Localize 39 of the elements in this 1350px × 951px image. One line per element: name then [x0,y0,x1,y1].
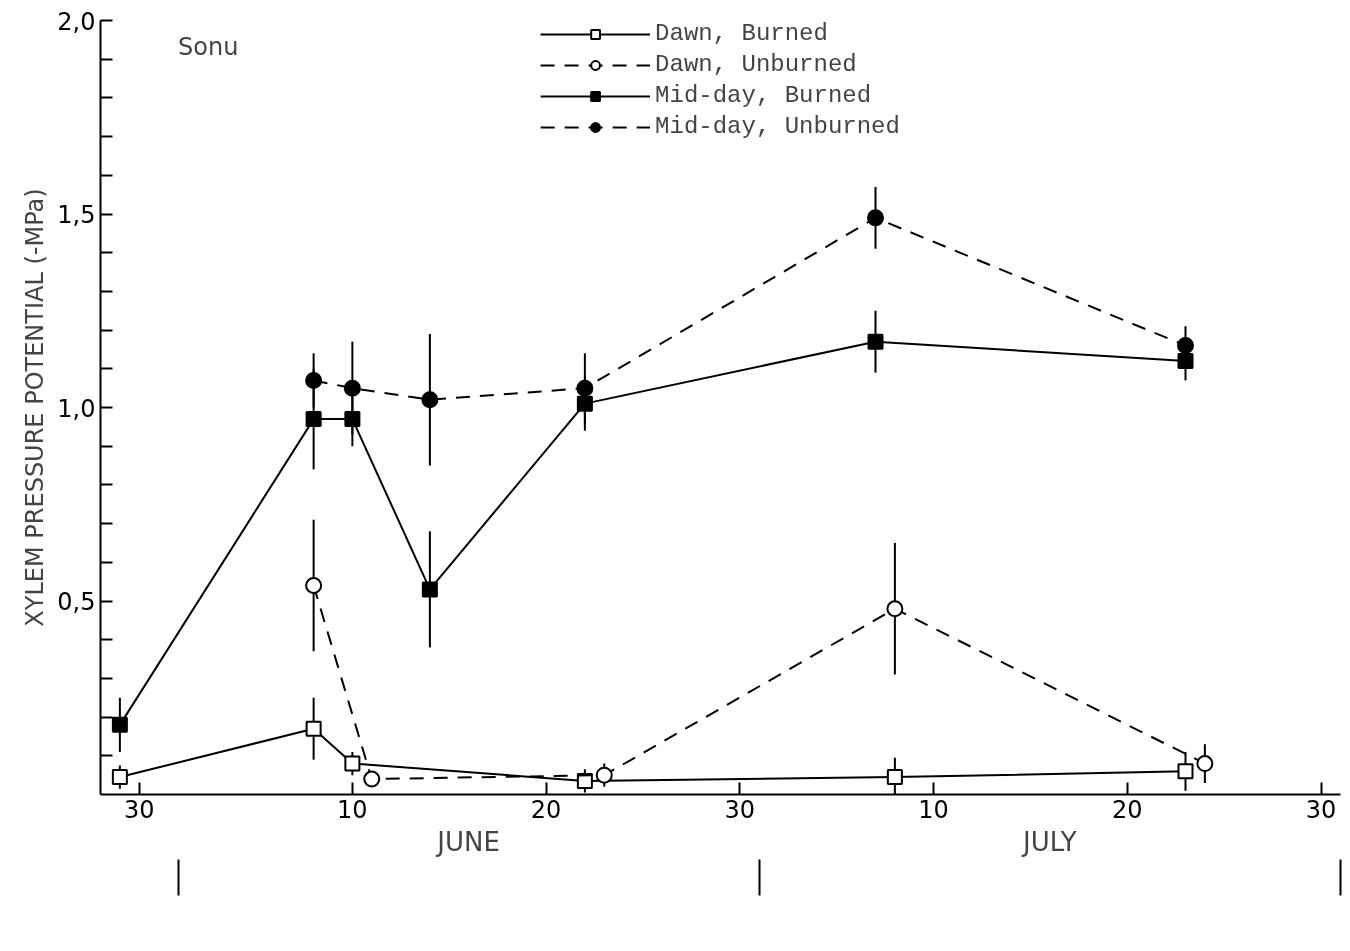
point [111,769,128,786]
x-tick-label: 20 [1112,795,1143,824]
point [305,720,322,737]
point [344,755,361,772]
point [305,371,323,389]
y-tick-label: 1,0 [57,394,96,423]
point [111,716,128,733]
legend-label: Dawn, Unburned [655,51,857,78]
x-tick-label: 30 [724,795,756,824]
point [363,770,381,788]
y-tick-label: 0,5 [57,588,96,616]
point [1177,337,1194,355]
legend-label: Mid-day, Unburned [655,113,900,140]
x-tick-label: 30 [1305,795,1337,824]
x-tick-label: 30 [123,795,155,824]
point [305,411,322,428]
text: JUNE [435,826,500,857]
x-tick-label: 10 [337,795,368,824]
point [343,379,361,397]
point [867,333,884,350]
point [421,581,438,598]
point [886,600,904,618]
point [595,766,613,784]
point [886,769,903,786]
legend-label: Dawn, Burned [655,20,828,47]
point [305,577,323,595]
x-tick-label: 10 [918,795,949,824]
point [1196,755,1214,773]
point [421,391,439,409]
y-tick-label: 2,0 [57,7,96,36]
y-tick-label: 1,5 [57,201,96,229]
point [1177,763,1194,780]
point [867,209,884,227]
legend-label: Mid-day, Burned [655,82,872,109]
text: JULY [1021,826,1077,857]
point [576,379,594,397]
y-axis-title: XYLEM PRESSURE POTENTIAL (-MPa) [21,188,50,627]
text: Sonu [178,32,239,61]
x-tick-label: 20 [530,795,562,824]
